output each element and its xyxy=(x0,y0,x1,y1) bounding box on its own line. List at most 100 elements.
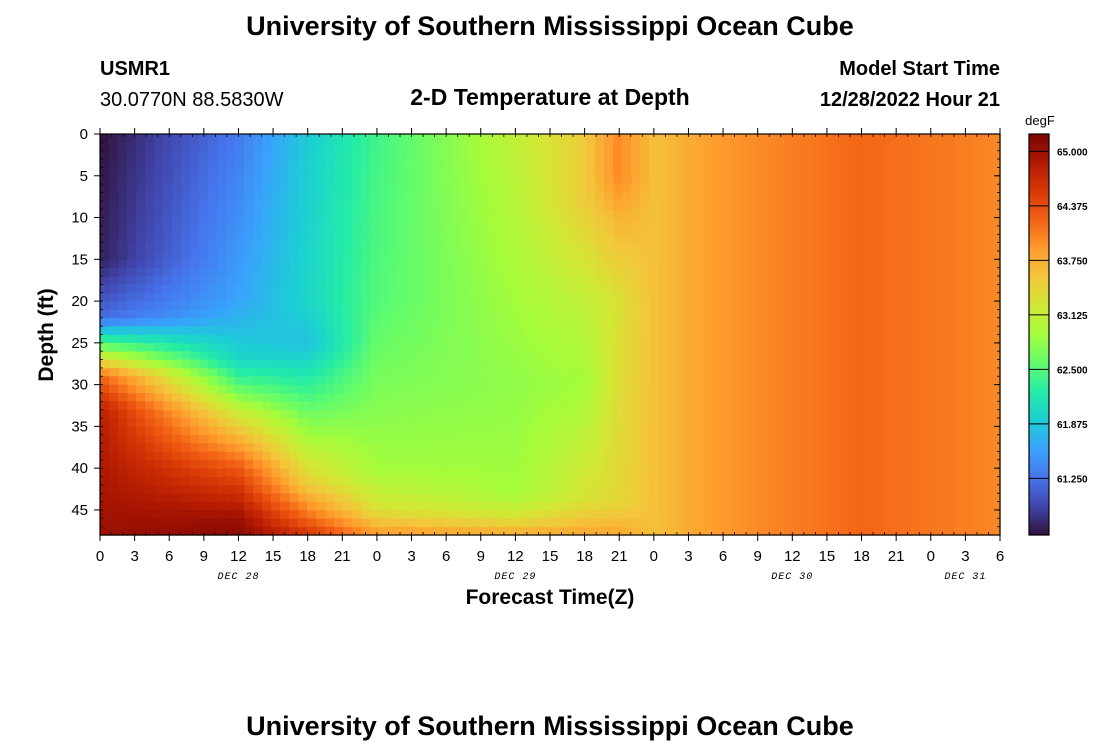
heatmap-cell xyxy=(109,267,119,277)
heatmap-cell xyxy=(352,518,362,528)
heatmap-cell xyxy=(244,501,254,511)
heatmap-cell xyxy=(280,142,587,486)
heatmap-cell xyxy=(136,234,146,244)
heatmap-cell xyxy=(127,443,137,453)
heatmap-cell xyxy=(226,234,236,244)
heatmap-cell xyxy=(253,493,299,528)
heatmap-cell xyxy=(109,142,119,152)
heatmap-cell xyxy=(109,451,119,461)
heatmap-cell xyxy=(307,501,353,528)
heatmap-cell xyxy=(253,376,263,386)
heatmap-cell xyxy=(289,509,335,536)
heatmap-cell xyxy=(118,250,128,260)
heatmap-cell xyxy=(226,468,290,519)
heatmap-cell xyxy=(145,175,164,227)
heatmap-cell xyxy=(109,384,119,394)
heatmap-cell xyxy=(631,209,641,219)
heatmap-cell xyxy=(424,326,479,411)
heatmap-cell xyxy=(352,250,362,260)
heatmap-cell xyxy=(433,292,443,302)
colorbar-tick-label: 62.500 xyxy=(1057,365,1088,376)
heatmap-cell xyxy=(145,501,155,511)
heatmap-cell xyxy=(100,301,110,311)
heatmap-cell xyxy=(163,242,209,302)
heatmap-cell xyxy=(262,326,290,344)
heatmap-cell xyxy=(163,526,173,536)
heatmap-cell xyxy=(181,418,191,427)
heatmap-cell xyxy=(325,342,335,352)
heatmap-cell xyxy=(235,309,245,319)
heatmap-cell xyxy=(109,484,119,494)
heatmap-cell xyxy=(109,250,119,260)
heatmap-cell xyxy=(253,292,308,361)
heatmap-cell xyxy=(253,159,272,219)
heatmap-cell xyxy=(298,376,308,386)
heatmap-cell xyxy=(235,284,281,336)
heatmap-cell xyxy=(226,184,263,294)
heatmap-cell xyxy=(181,175,605,511)
heatmap-cell xyxy=(136,225,146,235)
heatmap-cell xyxy=(145,409,155,419)
heatmap-cell xyxy=(316,376,380,419)
x-tick-label: 3 xyxy=(684,548,692,565)
heatmap-cell xyxy=(100,509,119,519)
heatmap-cell xyxy=(163,276,173,285)
heatmap-cell xyxy=(361,250,434,394)
heatmap-cell xyxy=(118,175,128,185)
heatmap-cell xyxy=(136,134,146,143)
heatmap-cell xyxy=(100,159,110,169)
heatmap-cell xyxy=(127,209,137,219)
y-tick-label: 45 xyxy=(71,502,88,519)
heatmap-cell xyxy=(154,184,164,194)
heatmap-cell xyxy=(262,175,272,185)
heatmap-cell xyxy=(253,225,263,235)
heatmap-cell xyxy=(595,209,605,219)
heatmap-cell xyxy=(388,317,434,369)
heatmap-plot-area xyxy=(100,134,1001,536)
x-tick-label: 21 xyxy=(334,548,351,565)
heatmap-cell xyxy=(622,192,632,202)
heatmap-cell xyxy=(262,209,272,219)
colorbar-unit-label: degF xyxy=(1025,113,1055,128)
heatmap-cell xyxy=(127,501,137,511)
heatmap-cell xyxy=(181,359,362,402)
heatmap-cell xyxy=(154,509,173,519)
heatmap-cell xyxy=(379,217,596,503)
heatmap-cell xyxy=(118,426,128,436)
station-coordinates: 30.0770N 88.5830W xyxy=(100,89,284,111)
heatmap-cell xyxy=(226,309,236,319)
heatmap-cell xyxy=(118,159,128,169)
heatmap-cell xyxy=(487,526,497,536)
heatmap-cell xyxy=(118,451,182,494)
heatmap-cell xyxy=(199,468,281,519)
heatmap-cell xyxy=(280,501,290,511)
heatmap-cell xyxy=(154,443,164,453)
heatmap-cell xyxy=(271,184,290,252)
heatmap-cell xyxy=(154,142,164,152)
heatmap-cell xyxy=(370,317,416,369)
heatmap-cell xyxy=(109,518,128,528)
heatmap-cell xyxy=(136,476,200,503)
heatmap-cell xyxy=(325,359,335,369)
heatmap-cell xyxy=(172,175,245,311)
heatmap-cell xyxy=(370,192,380,202)
heatmap-cell xyxy=(316,234,326,244)
heatmap-cell xyxy=(100,209,110,219)
heatmap-cell xyxy=(361,225,371,235)
heatmap-cell xyxy=(199,459,209,469)
heatmap-cell xyxy=(208,192,218,202)
heatmap-cell xyxy=(298,301,308,311)
heatmap-cell xyxy=(784,134,794,536)
heatmap-cell xyxy=(262,501,272,511)
heatmap-cell xyxy=(235,301,245,311)
heatmap-cell xyxy=(253,150,335,369)
x-tick-label: 3 xyxy=(130,548,138,565)
heatmap-cell xyxy=(163,443,173,453)
heatmap-cell xyxy=(172,434,182,444)
x-tick-label: 18 xyxy=(299,548,316,565)
heatmap-cell xyxy=(127,434,137,444)
heatmap-cell xyxy=(145,468,155,478)
heatmap-cell xyxy=(226,259,254,311)
heatmap-cell xyxy=(253,292,272,319)
x-tick-label: 6 xyxy=(996,548,1004,565)
